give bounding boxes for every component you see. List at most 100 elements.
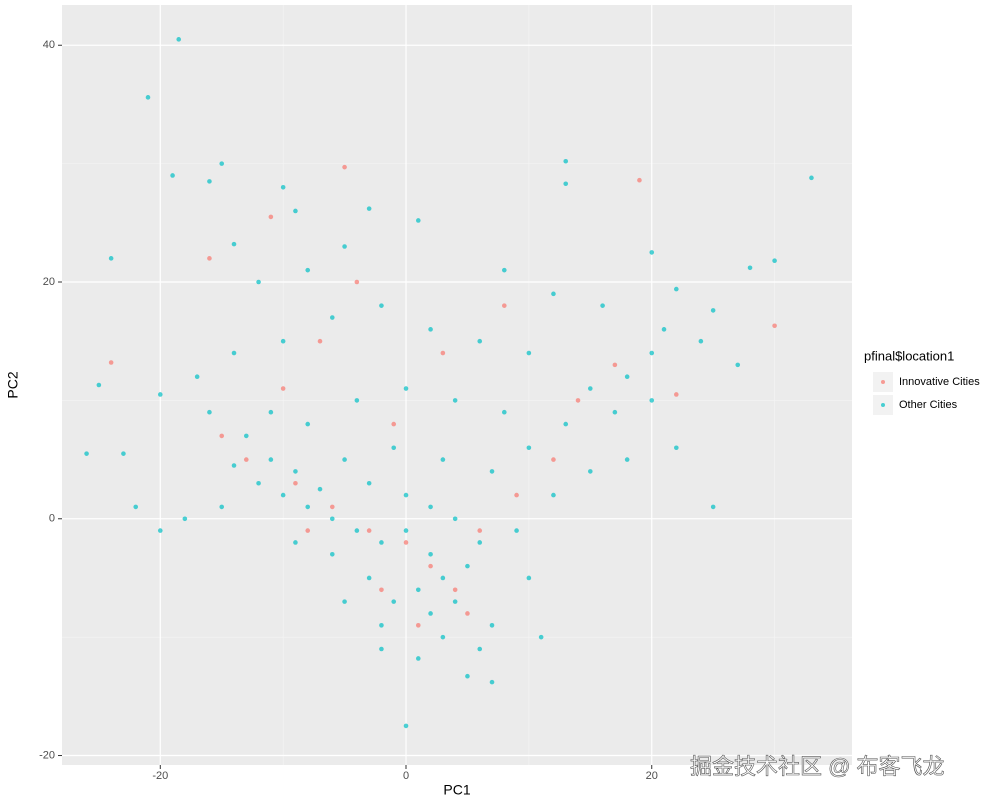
data-point xyxy=(231,463,237,468)
data-point xyxy=(391,599,397,604)
data-point xyxy=(674,445,679,451)
legend-symbol xyxy=(881,380,885,384)
data-point xyxy=(710,308,716,313)
data-point xyxy=(674,286,679,292)
data-point xyxy=(305,267,311,273)
data-point xyxy=(366,480,372,486)
data-point xyxy=(710,504,716,510)
data-point xyxy=(342,599,347,604)
data-point xyxy=(747,265,753,271)
data-point xyxy=(502,409,507,415)
data-point xyxy=(176,37,182,42)
data-point xyxy=(428,327,433,332)
data-point xyxy=(772,323,777,329)
data-point xyxy=(280,185,286,190)
y-tick-label: -20 xyxy=(39,749,55,761)
data-point xyxy=(194,374,200,380)
data-point xyxy=(121,451,126,456)
y-axis-title: PC2 xyxy=(5,371,21,398)
data-point xyxy=(145,95,151,100)
data-point xyxy=(502,267,507,273)
data-point xyxy=(674,392,679,397)
data-point xyxy=(538,634,544,640)
data-point xyxy=(366,206,372,211)
data-point xyxy=(612,362,618,368)
data-point xyxy=(379,587,384,593)
data-point xyxy=(489,623,495,628)
data-point xyxy=(219,504,225,510)
legend-label: Other Cities xyxy=(899,399,958,411)
data-point xyxy=(514,528,519,533)
data-point xyxy=(649,250,655,255)
data-point xyxy=(329,516,335,522)
data-point xyxy=(354,528,360,533)
data-point xyxy=(256,279,261,285)
data-point xyxy=(366,528,372,533)
data-point xyxy=(170,173,175,178)
data-point xyxy=(477,540,483,545)
y-tick-label: 20 xyxy=(43,276,55,288)
x-tick-label: -20 xyxy=(152,770,168,782)
data-point xyxy=(293,480,298,486)
data-point xyxy=(207,256,212,261)
data-point xyxy=(440,575,446,581)
data-point xyxy=(403,386,409,391)
data-point xyxy=(502,303,507,308)
data-point xyxy=(268,214,274,220)
data-point xyxy=(440,634,446,640)
data-point xyxy=(809,175,814,181)
data-point xyxy=(649,398,655,403)
data-point xyxy=(526,575,532,581)
data-point xyxy=(428,563,433,569)
data-point xyxy=(428,551,433,557)
data-point xyxy=(293,469,298,474)
data-point xyxy=(108,360,114,365)
data-point xyxy=(563,181,569,187)
data-point xyxy=(440,350,446,356)
data-point xyxy=(182,516,188,522)
data-point xyxy=(452,398,458,403)
data-point xyxy=(612,409,618,415)
data-point xyxy=(243,433,249,439)
data-point xyxy=(280,386,286,391)
data-point xyxy=(624,374,630,380)
data-point xyxy=(440,457,446,462)
data-point xyxy=(342,457,347,462)
data-point xyxy=(624,457,630,462)
data-point xyxy=(403,528,409,533)
data-point xyxy=(293,208,298,214)
data-point xyxy=(268,457,274,462)
data-point xyxy=(219,433,225,439)
data-point xyxy=(379,540,384,545)
data-point xyxy=(415,623,421,628)
data-point xyxy=(157,392,163,397)
data-point xyxy=(452,516,458,522)
data-point xyxy=(415,656,421,661)
data-point xyxy=(379,646,384,652)
data-point xyxy=(551,457,556,462)
y-tick-label: 40 xyxy=(43,39,55,51)
data-point xyxy=(526,350,532,356)
data-point xyxy=(280,338,286,344)
data-point xyxy=(477,338,483,344)
x-tick-label: 0 xyxy=(403,770,409,782)
data-point xyxy=(637,177,642,183)
data-point xyxy=(428,611,433,616)
legend-symbol xyxy=(881,403,885,407)
data-point xyxy=(280,492,286,498)
data-point xyxy=(403,723,409,729)
data-point xyxy=(305,528,311,533)
data-point xyxy=(477,528,483,533)
data-point xyxy=(415,218,421,223)
data-point xyxy=(465,563,470,569)
data-point xyxy=(698,338,704,344)
data-point xyxy=(575,398,581,403)
y-tick-label: 0 xyxy=(49,513,55,525)
x-axis-title: PC1 xyxy=(443,782,470,798)
data-point xyxy=(317,338,323,344)
data-point xyxy=(391,445,397,451)
x-tick-label: 20 xyxy=(646,770,658,782)
data-point xyxy=(317,486,323,492)
data-point xyxy=(157,528,163,533)
data-point xyxy=(465,611,470,616)
